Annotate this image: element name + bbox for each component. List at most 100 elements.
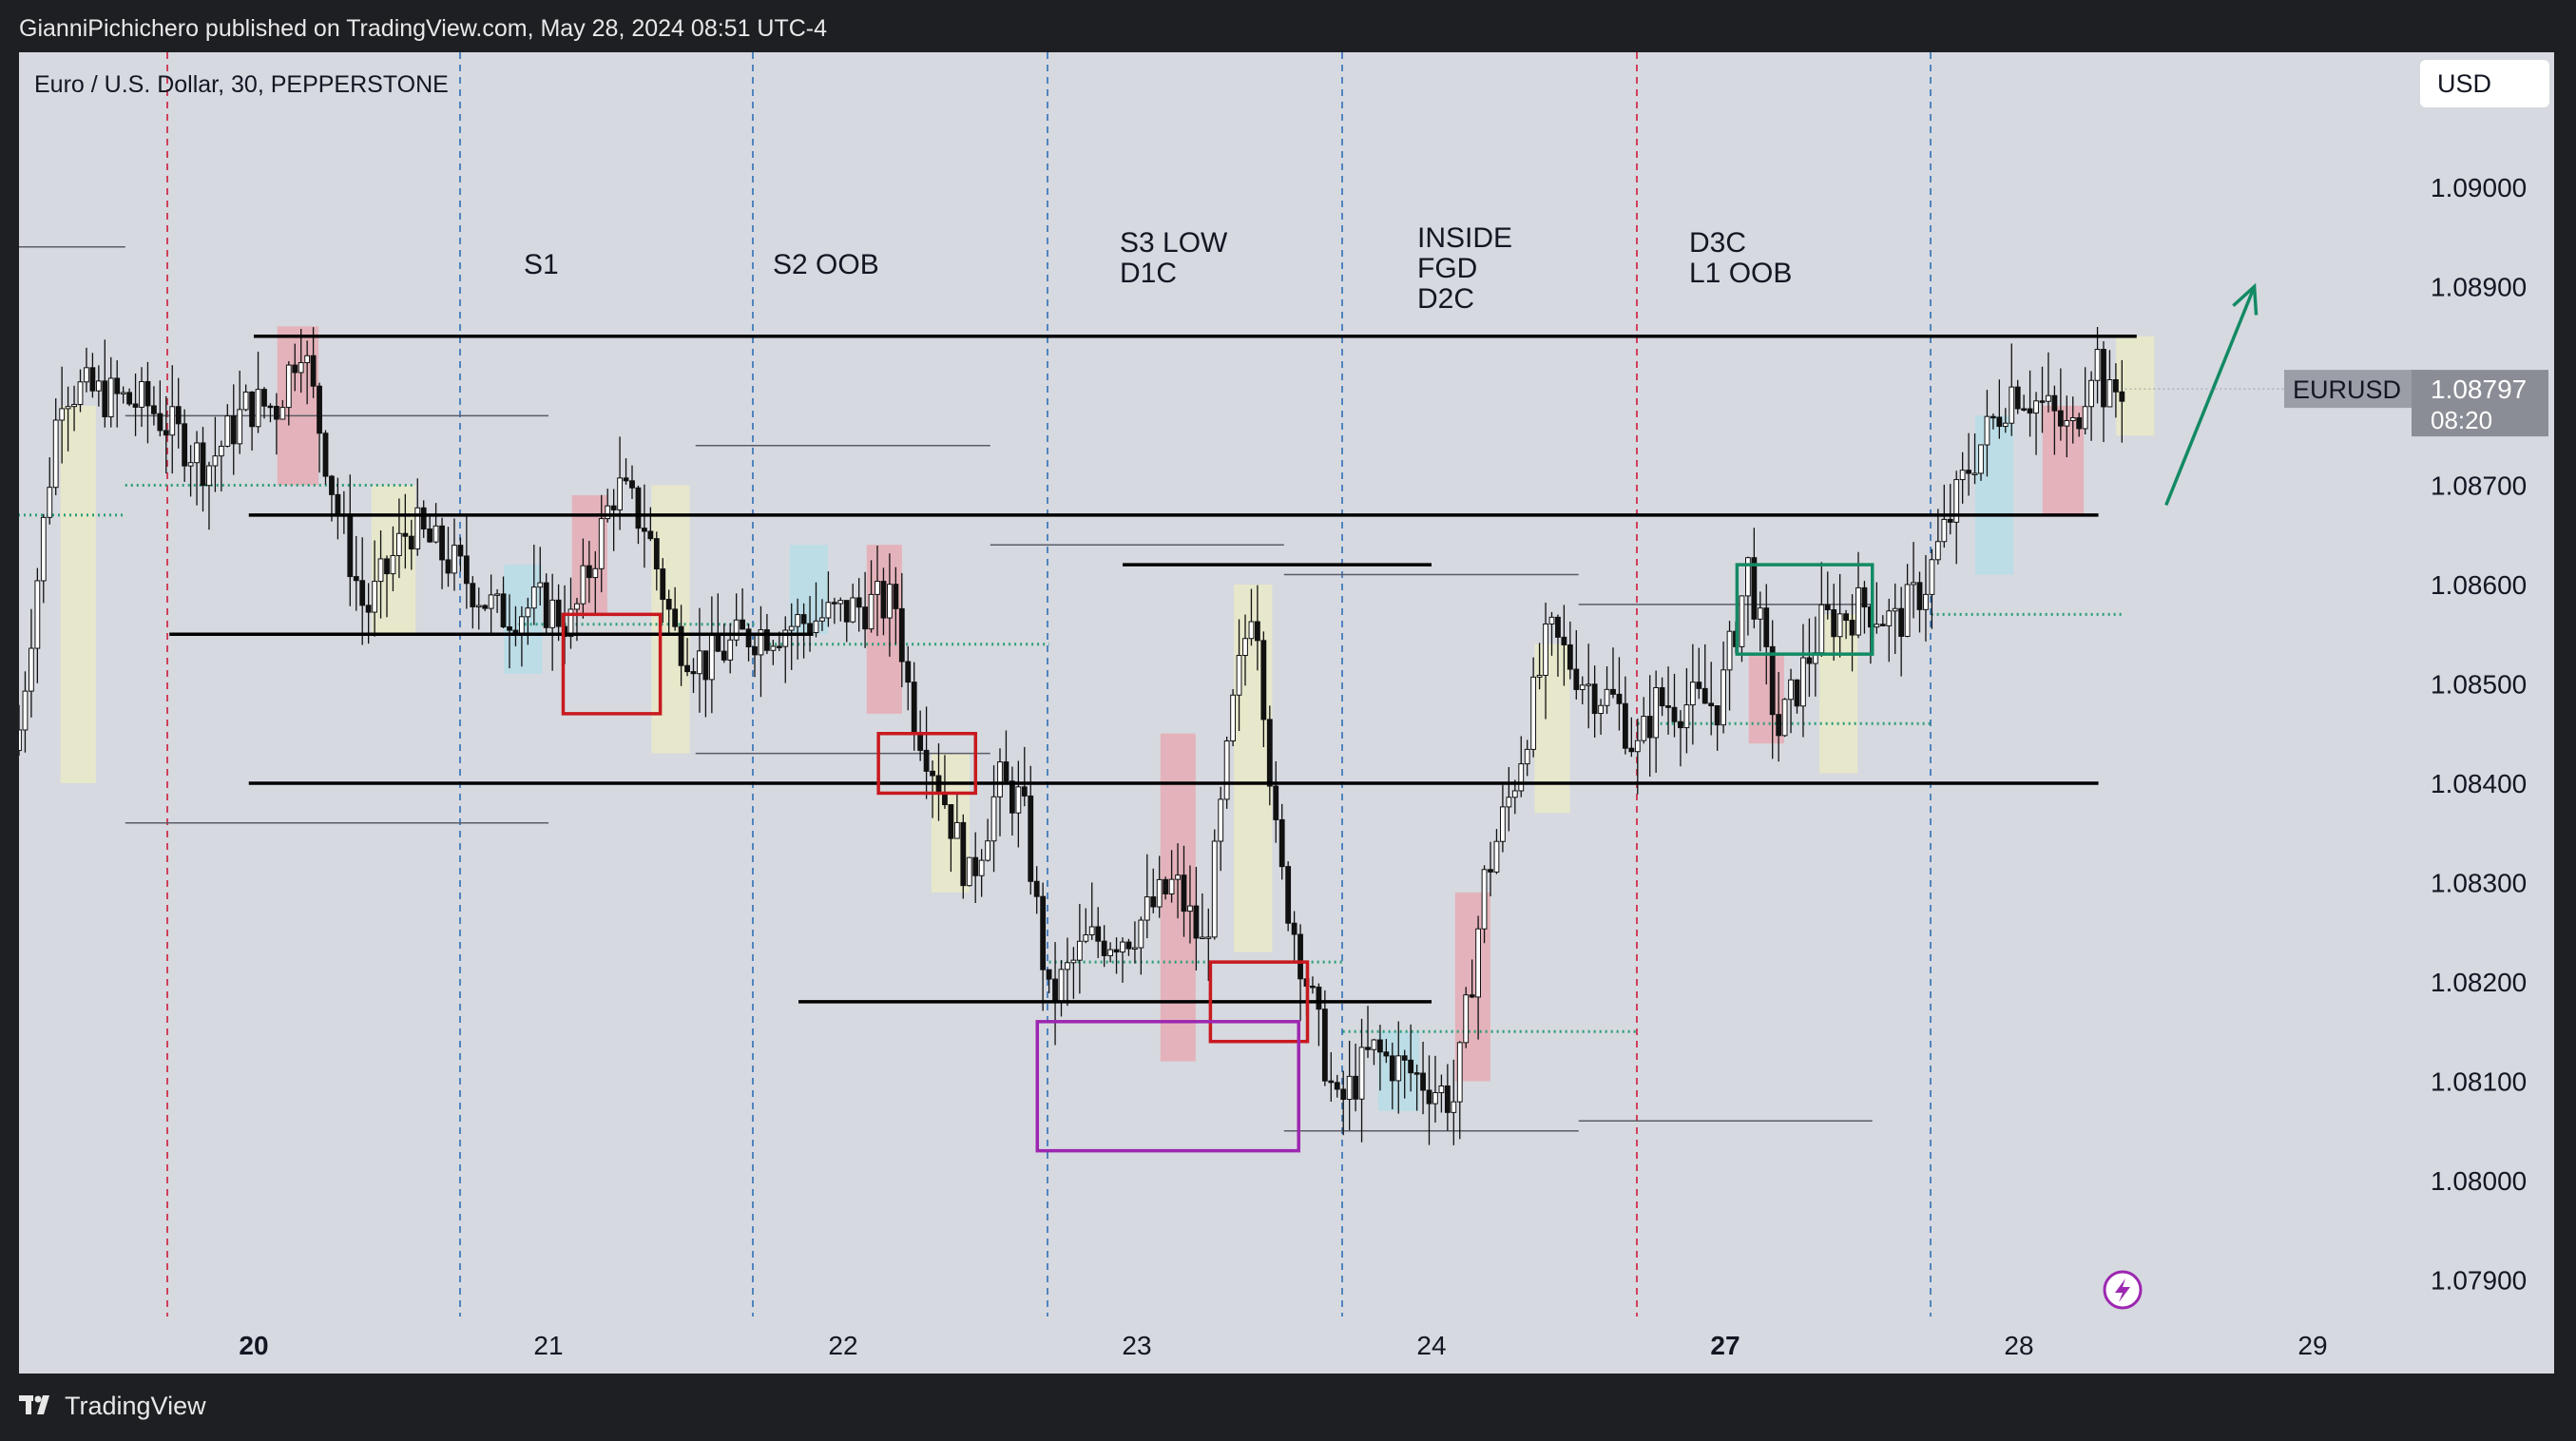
candle-up — [1187, 905, 1193, 913]
candle-up — [475, 605, 482, 608]
candle-up — [1218, 798, 1224, 842]
candle-up — [1892, 607, 1898, 612]
candle-down — [2051, 394, 2058, 412]
candle-up — [850, 597, 856, 623]
candle-down — [2027, 408, 2033, 414]
trend-arrow-head — [2232, 282, 2259, 316]
candle-up — [84, 367, 89, 383]
candle-down — [408, 535, 414, 550]
candle-up — [1230, 694, 1236, 741]
candle-up — [34, 580, 41, 649]
candle-down — [623, 477, 629, 482]
candle-down — [923, 749, 930, 772]
candle-up — [1015, 786, 1022, 814]
candle-up — [1156, 878, 1163, 908]
candle-down — [151, 405, 157, 414]
candle-down — [1616, 693, 1623, 704]
candle-up — [212, 455, 219, 467]
candle-down — [157, 413, 163, 432]
candle-down — [1328, 1080, 1335, 1084]
candle-down — [1046, 969, 1052, 980]
candle-up — [1634, 740, 1641, 753]
candle-down — [635, 487, 642, 529]
candle-up — [525, 607, 531, 618]
candle-up — [825, 602, 832, 619]
candle-down — [457, 545, 464, 557]
candle-down — [1671, 706, 1678, 722]
candle-up — [1929, 559, 1935, 595]
candle-up — [1236, 655, 1242, 696]
candle-up — [279, 407, 286, 420]
candle-up — [2106, 379, 2113, 408]
candle-up — [1199, 936, 1205, 939]
candle-down — [1260, 640, 1267, 720]
candle-up — [433, 525, 439, 543]
candle-down — [855, 597, 862, 608]
candle-down — [402, 532, 409, 537]
candle-up — [2069, 416, 2076, 422]
candle-up — [2082, 406, 2088, 430]
candle-down — [384, 558, 390, 575]
candle-down — [500, 593, 507, 627]
currency-button[interactable]: USD — [2420, 60, 2549, 107]
candle-up — [1463, 994, 1470, 1044]
candle-up — [1248, 621, 1255, 640]
candle-up — [733, 619, 740, 641]
candle-down — [1824, 604, 1831, 610]
candle-up — [887, 584, 893, 619]
candle-up — [1874, 624, 1880, 628]
candle-up — [549, 599, 556, 628]
y-tick-label: 1.08600 — [2431, 570, 2527, 600]
zone-yellow — [60, 405, 96, 783]
candle-up — [194, 442, 200, 464]
candle-down — [1776, 714, 1782, 737]
candle-up — [95, 380, 102, 392]
tradingview-logo-icon[interactable] — [19, 1395, 57, 1416]
x-tick-label: 28 — [2004, 1331, 2033, 1360]
candle-up — [1984, 415, 1990, 446]
candle-down — [420, 507, 427, 529]
candle-down — [960, 821, 967, 887]
brand-name[interactable]: TradingView — [65, 1392, 206, 1420]
candle-down — [862, 606, 869, 630]
box-green — [1735, 563, 1874, 656]
candle-down — [365, 605, 372, 613]
candle-up — [1548, 616, 1555, 624]
candle-down — [807, 623, 813, 633]
candle-down — [1266, 719, 1273, 787]
candle-up — [242, 391, 249, 411]
box-red — [561, 612, 663, 716]
x-tick-label: 24 — [1416, 1331, 1446, 1360]
candle-down — [102, 380, 108, 418]
candle-down — [1321, 1009, 1328, 1082]
candle-down — [1996, 416, 2003, 428]
candle-down — [1567, 644, 1573, 670]
candle-down — [1831, 608, 1837, 638]
candle-down — [1714, 705, 1721, 726]
zone-red — [277, 326, 319, 486]
candle-down — [1947, 518, 1953, 523]
candle-down — [1101, 940, 1107, 956]
candle-up — [1855, 586, 1861, 636]
candle-down — [89, 367, 96, 392]
candle-down — [1665, 705, 1671, 708]
y-tick-label: 1.07900 — [2431, 1266, 2527, 1296]
candle-up — [1211, 840, 1218, 938]
chart-panel[interactable]: S1 S2 OOB S3 LOW D1C INSIDE FGD D2C D3C L1 OOB 1.… — [19, 52, 2554, 1374]
candle-down — [1052, 978, 1058, 1002]
candle-up — [396, 532, 402, 557]
candlestick-chart[interactable]: S1 S2 OOB S3 LOW D1C INSIDE FGD D2C D3C L1 OOB 1.… — [19, 52, 2554, 1374]
ticker-tag — [2284, 370, 2429, 409]
candle-up — [1511, 790, 1518, 798]
candle-down — [684, 664, 690, 673]
candle-up — [837, 600, 844, 605]
candle-up — [1058, 969, 1065, 1002]
zone-blue — [1975, 415, 2014, 575]
candle-down — [1408, 1059, 1414, 1074]
candle-down — [1273, 785, 1279, 820]
candle-up — [1971, 472, 1978, 475]
candle-down — [800, 614, 807, 624]
candle-down — [310, 355, 317, 387]
candle-down — [445, 559, 452, 574]
candle-down — [1879, 624, 1886, 626]
